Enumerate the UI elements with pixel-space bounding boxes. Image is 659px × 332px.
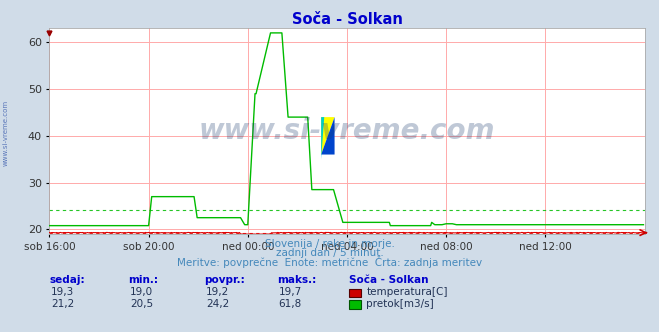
Text: 19,3: 19,3 — [51, 288, 74, 297]
Text: maks.:: maks.: — [277, 275, 316, 285]
Text: Meritve: povprečne  Enote: metrične  Črta: zadnja meritev: Meritve: povprečne Enote: metrične Črta:… — [177, 256, 482, 268]
Title: Soča - Solkan: Soča - Solkan — [291, 12, 403, 27]
Text: www.si-vreme.com: www.si-vreme.com — [2, 100, 9, 166]
Text: 19,7: 19,7 — [278, 288, 302, 297]
Polygon shape — [321, 117, 335, 154]
Text: zadnji dan / 5 minut.: zadnji dan / 5 minut. — [275, 248, 384, 258]
Text: temperatura[C]: temperatura[C] — [366, 288, 448, 297]
Text: povpr.:: povpr.: — [204, 275, 245, 285]
Polygon shape — [321, 117, 335, 154]
Text: www.si-vreme.com: www.si-vreme.com — [199, 117, 495, 145]
Text: 24,2: 24,2 — [206, 299, 229, 309]
Text: sedaj:: sedaj: — [49, 275, 85, 285]
Text: pretok[m3/s]: pretok[m3/s] — [366, 299, 434, 309]
Text: 19,0: 19,0 — [130, 288, 154, 297]
Text: min.:: min.: — [129, 275, 159, 285]
Text: 19,2: 19,2 — [206, 288, 229, 297]
Polygon shape — [321, 117, 324, 159]
Text: Soča - Solkan: Soča - Solkan — [349, 275, 429, 285]
Text: 21,2: 21,2 — [51, 299, 74, 309]
Text: 20,5: 20,5 — [130, 299, 154, 309]
Text: Slovenija / reke in morje.: Slovenija / reke in morje. — [264, 239, 395, 249]
Text: 61,8: 61,8 — [278, 299, 302, 309]
